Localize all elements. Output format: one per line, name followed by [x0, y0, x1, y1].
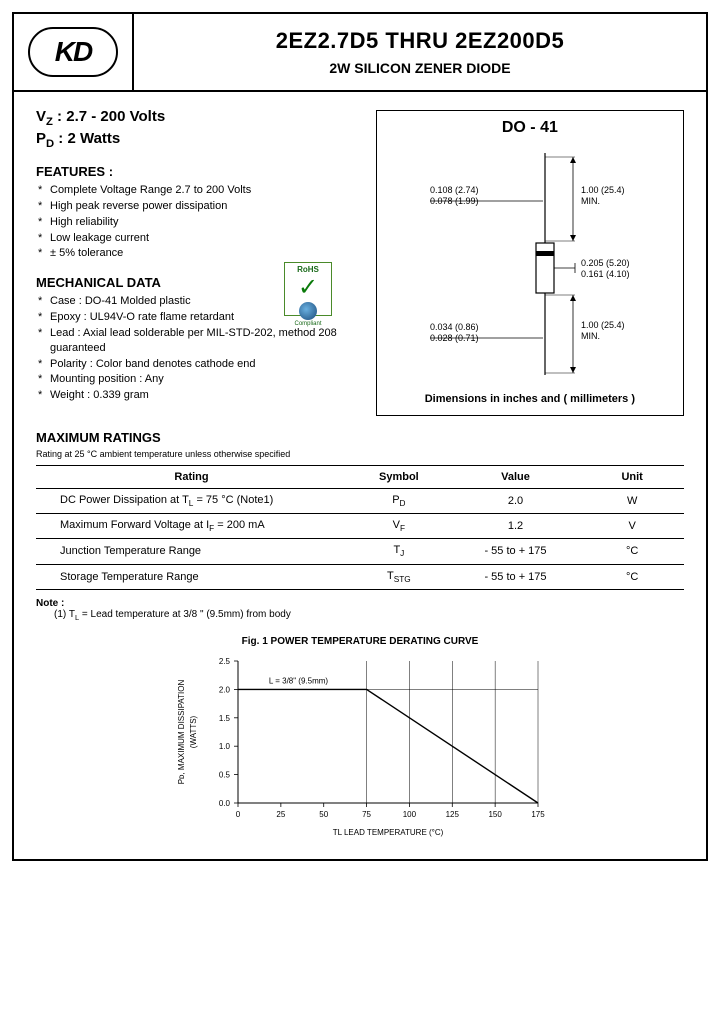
features-list: Complete Voltage Range 2.7 to 200 VoltsH… [36, 183, 360, 261]
list-item: Case : DO-41 Molded plastic [50, 294, 360, 309]
table-row: DC Power Dissipation at TL = 75 °C (Note… [36, 489, 684, 514]
svg-text:1.0: 1.0 [219, 742, 231, 751]
svg-text:L = 3/8" (9.5mm): L = 3/8" (9.5mm) [269, 676, 329, 685]
list-item: Complete Voltage Range 2.7 to 200 Volts [50, 183, 360, 198]
table-cell: W [580, 489, 684, 514]
page-frame: KD 2EZ2.7D5 THRU 2EZ200D5 2W SILICON ZEN… [12, 12, 708, 861]
svg-text:75: 75 [362, 810, 371, 819]
part-subtitle: 2W SILICON ZENER DIODE [142, 60, 698, 76]
vz-spec: VZ : 2.7 - 200 Volts [36, 108, 360, 128]
footnote-heading: Note : [36, 598, 684, 609]
svg-text:0: 0 [236, 810, 241, 819]
table-row: Storage Temperature RangeTSTG- 55 to + 1… [36, 564, 684, 589]
package-caption: Dimensions in inches and ( millimeters ) [385, 393, 675, 405]
svg-text:25: 25 [276, 810, 285, 819]
svg-text:0.0: 0.0 [219, 799, 231, 808]
table-cell: Junction Temperature Range [36, 539, 347, 564]
chart-container: 0.0 0.5 1.0 1.5 2.0 2.5 0 25 50 75 100 125 150 175 L =… [36, 651, 684, 841]
vz-sub: Z [46, 116, 53, 128]
svg-text:0.108 (2.74): 0.108 (2.74) [430, 185, 479, 195]
table-cell: - 55 to + 175 [451, 539, 581, 564]
footnote: Note : (1) TL = Lead temperature at 3/8 … [36, 598, 684, 622]
svg-text:50: 50 [319, 810, 328, 819]
svg-text:0.028 (0.71): 0.028 (0.71) [430, 333, 479, 343]
svg-text:1.00 (25.4): 1.00 (25.4) [581, 320, 625, 330]
list-item: Polarity : Color band denotes cathode en… [50, 357, 360, 372]
svg-text:Pᴅ, MAXIMUM DISSIPATION: Pᴅ, MAXIMUM DISSIPATION [177, 679, 186, 784]
table-cell: TSTG [347, 564, 451, 589]
svg-text:(WATTS): (WATTS) [189, 715, 198, 748]
list-item: Mounting position : Any [50, 372, 360, 387]
mechanical-list: Case : DO-41 Molded plasticEpoxy : UL94V… [36, 294, 360, 403]
package-title: DO - 41 [385, 119, 675, 137]
svg-text:1.00 (25.4): 1.00 (25.4) [581, 185, 625, 195]
svg-text:125: 125 [446, 810, 460, 819]
right-column: DO - 41 1.00 (25.4)MIN.1.00 (25.4)MIN.0.… [376, 106, 684, 416]
table-header: Symbol [347, 466, 451, 489]
svg-text:100: 100 [403, 810, 417, 819]
pd-value: : 2 Watts [54, 130, 120, 147]
svg-text:MIN.: MIN. [581, 331, 600, 341]
table-row: Maximum Forward Voltage at IF = 200 mAVF… [36, 514, 684, 539]
ratings-subnote: Rating at 25 °C ambient temperature unle… [36, 449, 684, 459]
features-heading: FEATURES : [36, 164, 360, 179]
pd-spec: PD : 2 Watts [36, 130, 360, 150]
part-number-title: 2EZ2.7D5 THRU 2EZ200D5 [142, 28, 698, 54]
table-header: Rating [36, 466, 347, 489]
table-cell: VF [347, 514, 451, 539]
pd-sub: D [46, 138, 54, 150]
svg-text:150: 150 [488, 810, 502, 819]
svg-text:MIN.: MIN. [581, 196, 600, 206]
derating-chart: 0.0 0.5 1.0 1.5 2.0 2.5 0 25 50 75 100 125 150 175 L =… [170, 651, 550, 841]
top-columns: VZ : 2.7 - 200 Volts PD : 2 Watts FEATUR… [36, 106, 684, 416]
pd-label: P [36, 130, 46, 147]
vz-value: : 2.7 - 200 Volts [53, 108, 165, 125]
svg-text:0.078 (1.99): 0.078 (1.99) [430, 196, 479, 206]
footnote-text: (1) TL = Lead temperature at 3/8 " (9.5m… [36, 609, 684, 622]
svg-text:0.205 (5.20): 0.205 (5.20) [581, 258, 630, 268]
table-cell: Maximum Forward Voltage at IF = 200 mA [36, 514, 347, 539]
table-cell: 1.2 [451, 514, 581, 539]
table-cell: °C [580, 564, 684, 589]
logo: KD [28, 27, 118, 77]
table-header: Value [451, 466, 581, 489]
svg-text:2.0: 2.0 [219, 685, 231, 694]
svg-text:0.5: 0.5 [219, 770, 231, 779]
logo-cell: KD [14, 14, 134, 90]
table-cell: TJ [347, 539, 451, 564]
left-column: VZ : 2.7 - 200 Volts PD : 2 Watts FEATUR… [36, 106, 360, 416]
vz-label: V [36, 108, 46, 125]
table-cell: °C [580, 539, 684, 564]
list-item: Weight : 0.339 gram [50, 388, 360, 403]
list-item: Low leakage current [50, 231, 360, 246]
list-item: ± 5% tolerance [50, 246, 360, 261]
header: KD 2EZ2.7D5 THRU 2EZ200D5 2W SILICON ZEN… [14, 14, 706, 92]
table-cell: Storage Temperature Range [36, 564, 347, 589]
table-header: Unit [580, 466, 684, 489]
svg-text:0.034 (0.86): 0.034 (0.86) [430, 322, 479, 332]
svg-text:2.5: 2.5 [219, 657, 231, 666]
chart-title: Fig. 1 POWER TEMPERATURE DERATING CURVE [36, 636, 684, 647]
package-diagram: 1.00 (25.4)MIN.1.00 (25.4)MIN.0.205 (5.2… [390, 143, 670, 383]
list-item: Lead : Axial lead solderable per MIL-STD… [50, 326, 360, 356]
ratings-heading: MAXIMUM RATINGS [36, 430, 684, 445]
body: VZ : 2.7 - 200 Volts PD : 2 Watts FEATUR… [14, 92, 706, 859]
table-row: Junction Temperature RangeTJ- 55 to + 17… [36, 539, 684, 564]
table-cell: 2.0 [451, 489, 581, 514]
list-item: High peak reverse power dissipation [50, 199, 360, 214]
svg-text:175: 175 [531, 810, 545, 819]
table-cell: V [580, 514, 684, 539]
package-box: DO - 41 1.00 (25.4)MIN.1.00 (25.4)MIN.0.… [376, 110, 684, 416]
title-cell: 2EZ2.7D5 THRU 2EZ200D5 2W SILICON ZENER … [134, 14, 706, 90]
table-cell: - 55 to + 175 [451, 564, 581, 589]
svg-text:1.5: 1.5 [219, 714, 231, 723]
rohs-text: RoHS [287, 265, 329, 274]
svg-text:0.161 (4.10): 0.161 (4.10) [581, 269, 630, 279]
table-cell: DC Power Dissipation at TL = 75 °C (Note… [36, 489, 347, 514]
svg-text:TL LEAD TEMPERATURE (°C): TL LEAD TEMPERATURE (°C) [333, 828, 444, 837]
list-item: Epoxy : UL94V-O rate flame retardant [50, 310, 360, 325]
list-item: High reliability [50, 215, 360, 230]
table-cell: PD [347, 489, 451, 514]
ratings-table: RatingSymbolValueUnit DC Power Dissipatio… [36, 465, 684, 590]
